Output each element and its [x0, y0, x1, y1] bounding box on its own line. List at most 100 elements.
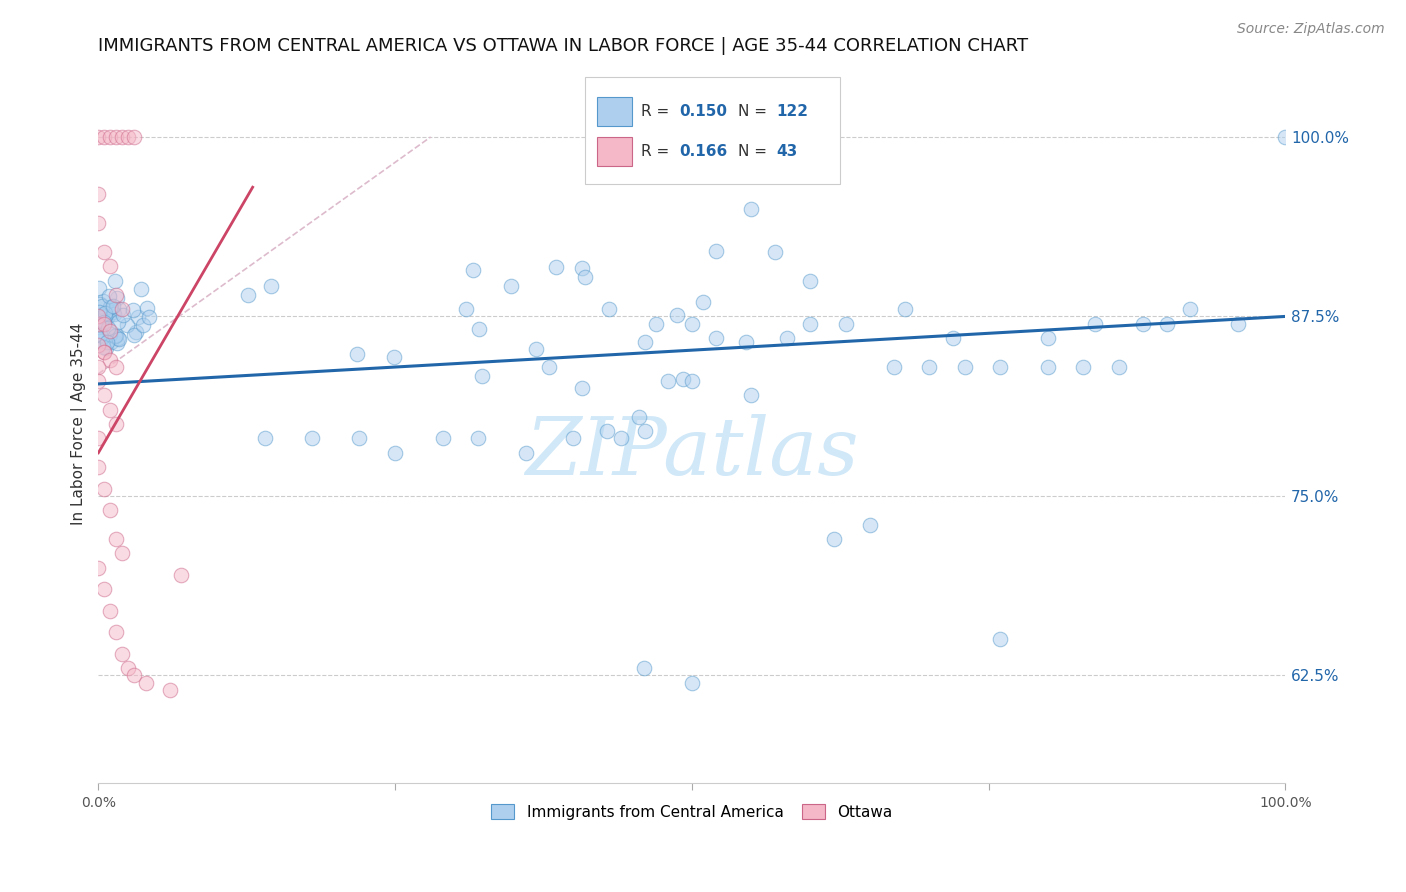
Point	[776, 331, 799, 345]
Point	[89, 297, 111, 311]
Point	[89, 309, 111, 323]
Point	[681, 317, 703, 331]
Point	[346, 347, 368, 361]
Point	[87, 359, 110, 374]
Point	[100, 300, 122, 314]
Point	[112, 308, 135, 322]
Point	[97, 321, 120, 335]
Point	[260, 279, 283, 293]
Text: 122: 122	[776, 104, 808, 120]
Point	[524, 343, 547, 357]
Text: Source: ZipAtlas.com: Source: ZipAtlas.com	[1237, 22, 1385, 37]
Point	[115, 318, 138, 332]
Point	[91, 293, 114, 308]
Point	[105, 625, 128, 640]
Point	[125, 326, 148, 340]
Point	[122, 327, 145, 342]
Point	[103, 299, 125, 313]
Point	[89, 328, 111, 343]
Point	[98, 300, 121, 314]
Point	[859, 517, 882, 532]
Point	[111, 302, 134, 317]
Point	[100, 300, 122, 314]
Point	[515, 446, 537, 460]
Point	[122, 668, 145, 682]
Point	[1036, 359, 1059, 374]
Point	[799, 317, 821, 331]
Point	[384, 446, 406, 460]
Point	[1073, 359, 1095, 374]
Point	[544, 260, 567, 274]
Point	[98, 304, 121, 318]
Point	[104, 327, 127, 342]
Point	[763, 244, 786, 259]
Point	[87, 317, 110, 331]
Point	[1084, 317, 1107, 331]
Point	[598, 302, 620, 317]
Point	[98, 604, 121, 618]
Point	[98, 324, 121, 338]
Point	[89, 326, 111, 340]
Point	[87, 281, 110, 295]
Point	[105, 291, 128, 305]
Point	[108, 332, 131, 346]
Point	[627, 410, 650, 425]
Text: N =: N =	[738, 144, 772, 159]
Point	[87, 187, 110, 202]
Point	[138, 310, 160, 324]
Point	[562, 432, 585, 446]
Point	[107, 330, 129, 344]
Point	[1274, 130, 1296, 145]
Point	[645, 317, 668, 331]
Point	[471, 368, 494, 383]
Point	[103, 307, 125, 321]
Point	[574, 269, 596, 284]
Text: R =: R =	[641, 104, 673, 120]
Point	[461, 263, 484, 277]
Point	[105, 359, 128, 374]
Point	[89, 334, 111, 349]
Point	[117, 130, 139, 145]
Text: 0.166: 0.166	[679, 144, 727, 159]
Point	[681, 675, 703, 690]
Point	[87, 130, 110, 145]
Point	[122, 130, 145, 145]
Point	[93, 388, 115, 402]
Point	[98, 352, 121, 367]
Point	[98, 130, 121, 145]
Point	[799, 274, 821, 288]
Point	[609, 432, 631, 446]
Point	[105, 336, 128, 351]
Point	[704, 331, 727, 345]
Point	[1132, 317, 1154, 331]
Point	[97, 289, 120, 303]
Point	[93, 130, 115, 145]
Point	[98, 402, 121, 417]
Point	[1036, 331, 1059, 345]
Point	[117, 661, 139, 675]
Text: R =: R =	[641, 144, 673, 159]
Point	[301, 432, 323, 446]
Point	[98, 503, 121, 517]
Point	[666, 308, 689, 322]
Point	[98, 259, 121, 273]
Text: 0.150: 0.150	[679, 104, 727, 120]
Point	[740, 388, 762, 402]
Point	[538, 359, 561, 374]
Point	[89, 310, 111, 324]
Point	[657, 374, 679, 388]
Text: 43: 43	[776, 144, 797, 159]
Point	[94, 305, 117, 319]
Point	[90, 308, 112, 322]
Y-axis label: In Labor Force | Age 35-44: In Labor Force | Age 35-44	[72, 323, 87, 525]
Point	[704, 244, 727, 259]
Point	[734, 335, 756, 350]
Point	[103, 328, 125, 343]
Point	[93, 310, 115, 324]
Point	[93, 244, 115, 259]
Point	[93, 345, 115, 359]
Point	[129, 282, 152, 296]
Point	[835, 317, 858, 331]
Point	[89, 305, 111, 319]
Point	[1108, 359, 1130, 374]
